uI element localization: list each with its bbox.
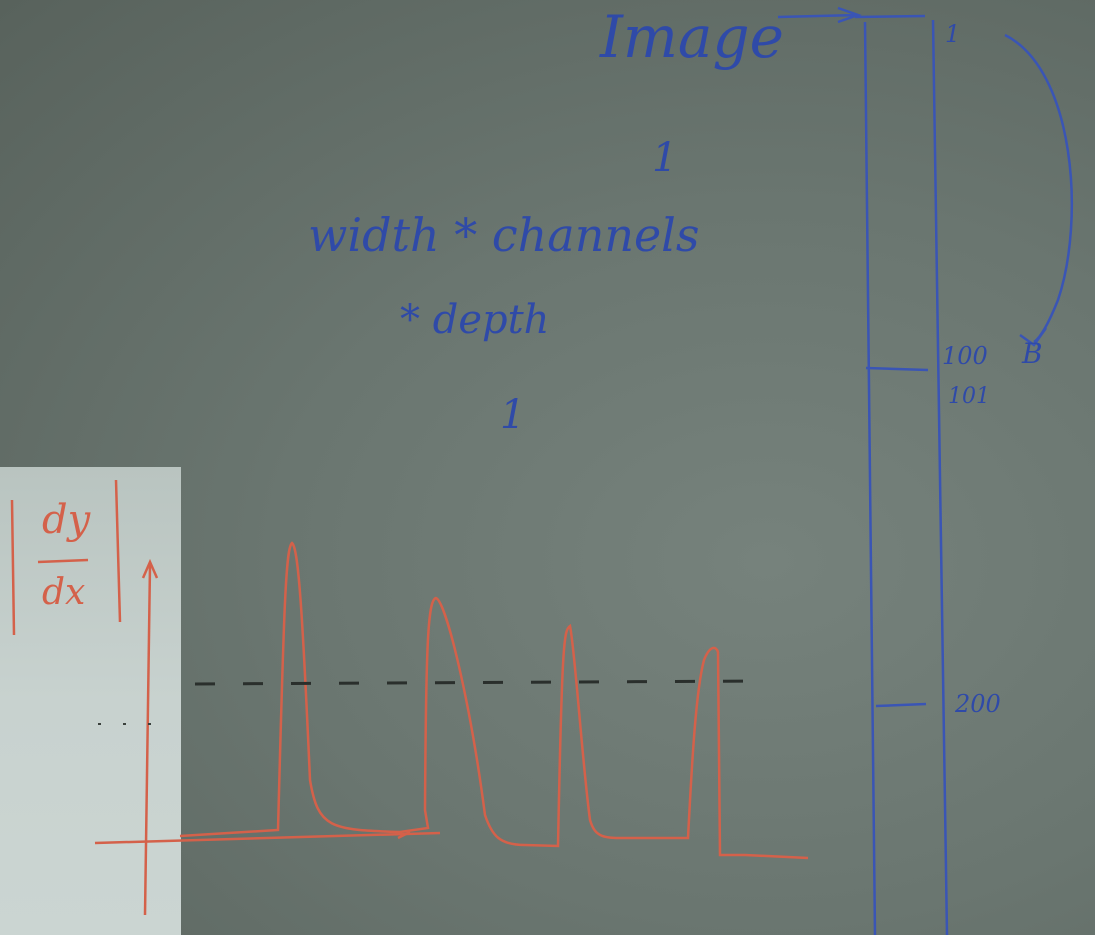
- scale-label-200: 200: [955, 690, 1001, 718]
- curve-tick-mark: [397, 830, 411, 840]
- expression-line-1: width * channels: [308, 208, 700, 262]
- one-top-text: 1: [652, 135, 678, 181]
- scale-label-100: 100: [942, 342, 988, 370]
- scale-label-101: 101: [948, 384, 990, 409]
- row-tick-200: [875, 702, 927, 708]
- scale-label-end: B: [1022, 337, 1043, 370]
- plot-abs-bar-left: [10, 499, 16, 636]
- row-tick-100: [865, 366, 929, 372]
- row-strip-left-line: [863, 21, 877, 935]
- plot-ylabel-numerator: dy: [42, 497, 91, 543]
- plot-x-axis: [94, 831, 441, 845]
- light-glare: [0, 467, 181, 935]
- plot-ylabel-denominator: dx: [42, 572, 86, 613]
- expression-line-2: * depth: [400, 297, 550, 343]
- plot-y-axis-arrow: [141, 558, 159, 579]
- jump-arrow: [1004, 33, 1074, 344]
- row-strip-right-line: [931, 19, 949, 935]
- image-label: Image: [600, 3, 784, 71]
- threshold-dashed-line: [194, 679, 761, 686]
- scale-label-1: 1: [945, 20, 961, 48]
- plot-fraction-bar: [37, 558, 89, 564]
- plot-y-axis: [143, 564, 152, 916]
- row-strip-top-line: [854, 14, 926, 19]
- plot-abs-bar-right: [114, 479, 122, 623]
- gradient-curve: [179, 541, 809, 860]
- arrow-head: [837, 6, 862, 24]
- one-bottom-text: 1: [500, 392, 526, 438]
- jump-arrow-head: [1019, 327, 1048, 347]
- arrow-image-to-strip: [777, 13, 859, 19]
